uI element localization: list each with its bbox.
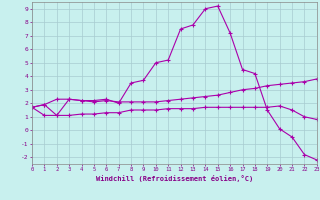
X-axis label: Windchill (Refroidissement éolien,°C): Windchill (Refroidissement éolien,°C) xyxy=(96,175,253,182)
